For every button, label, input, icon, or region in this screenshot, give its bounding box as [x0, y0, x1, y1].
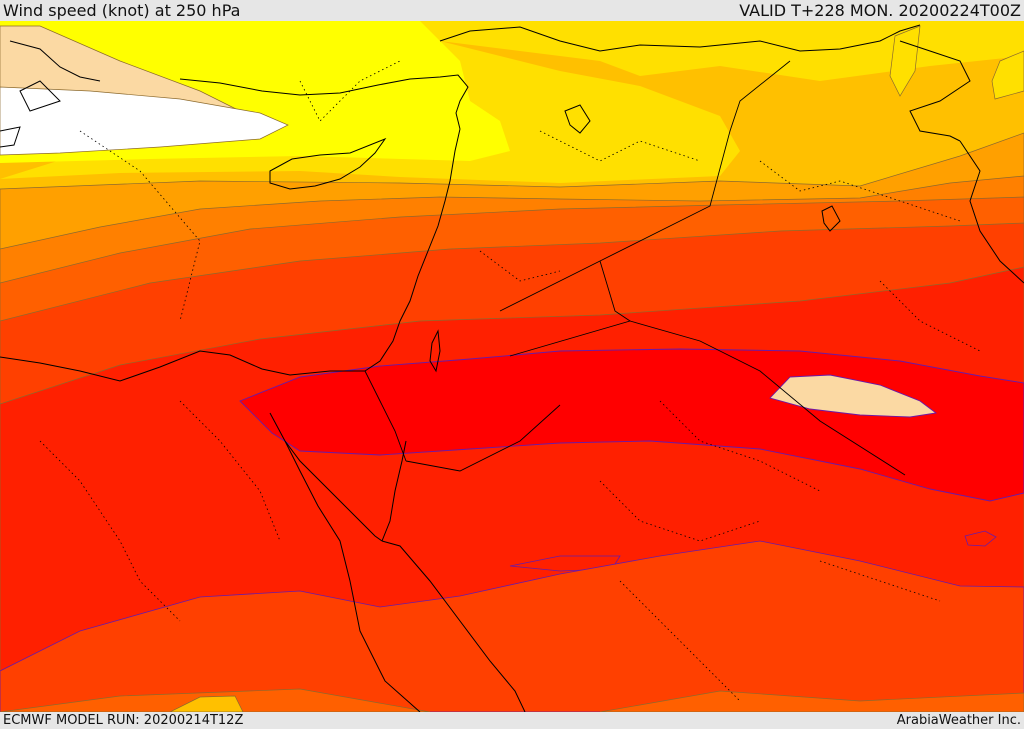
red-sea-west-coast [269, 412, 421, 712]
footer-bar: ECMWF MODEL RUN: 20200214T12Z ArabiaWeat… [0, 712, 1024, 729]
iraq-saudi-border [629, 320, 906, 476]
wind-speed-bands [0, 21, 1024, 712]
persian-gulf-coast [959, 140, 1024, 284]
tharthar-lake [821, 205, 841, 232]
band-white-core [0, 86, 289, 156]
wind-speed-map [0, 21, 1024, 712]
jordan-saudi-border [509, 260, 632, 357]
band-yellow-patch-far-east [991, 50, 1024, 100]
band-red-orange-south [0, 540, 1024, 712]
egypt-libya-sinai-borders [364, 370, 561, 472]
red-sea-east-coast [381, 540, 526, 712]
model-run: ECMWF MODEL RUN: 20200214T12Z [3, 713, 244, 728]
turkey-south-coast [179, 74, 469, 130]
province-boundaries [39, 60, 981, 702]
band-orange-dark-south [0, 688, 1024, 712]
aegean-islands [0, 40, 101, 148]
header-bar: Wind speed (knot) at 250 hPa VALID T+228… [0, 0, 1024, 21]
band-amber-south [169, 695, 244, 712]
coastlines [0, 24, 1024, 712]
levant-coast [364, 128, 461, 372]
provider-credit: ArabiaWeather Inc. [896, 713, 1021, 728]
egypt-north-coast [0, 350, 365, 382]
caspian-coast [899, 40, 971, 142]
cyprus [269, 137, 387, 190]
country-borders [364, 60, 906, 476]
band-peach-jet-max [769, 374, 938, 418]
band-red-south [509, 555, 621, 572]
band-yellow-patch-east [889, 25, 921, 97]
lake-van [564, 104, 591, 134]
syria-iraq-border [499, 60, 791, 312]
sinai-gulf-of-suez [284, 440, 383, 542]
black-sea-coast [439, 24, 921, 52]
map-title: Wind speed (knot) at 250 hPa [3, 1, 241, 20]
dead-sea [429, 329, 441, 373]
band-red-south-east [964, 530, 997, 547]
valid-time: VALID T+228 MON. 20200224T00Z [739, 1, 1021, 20]
